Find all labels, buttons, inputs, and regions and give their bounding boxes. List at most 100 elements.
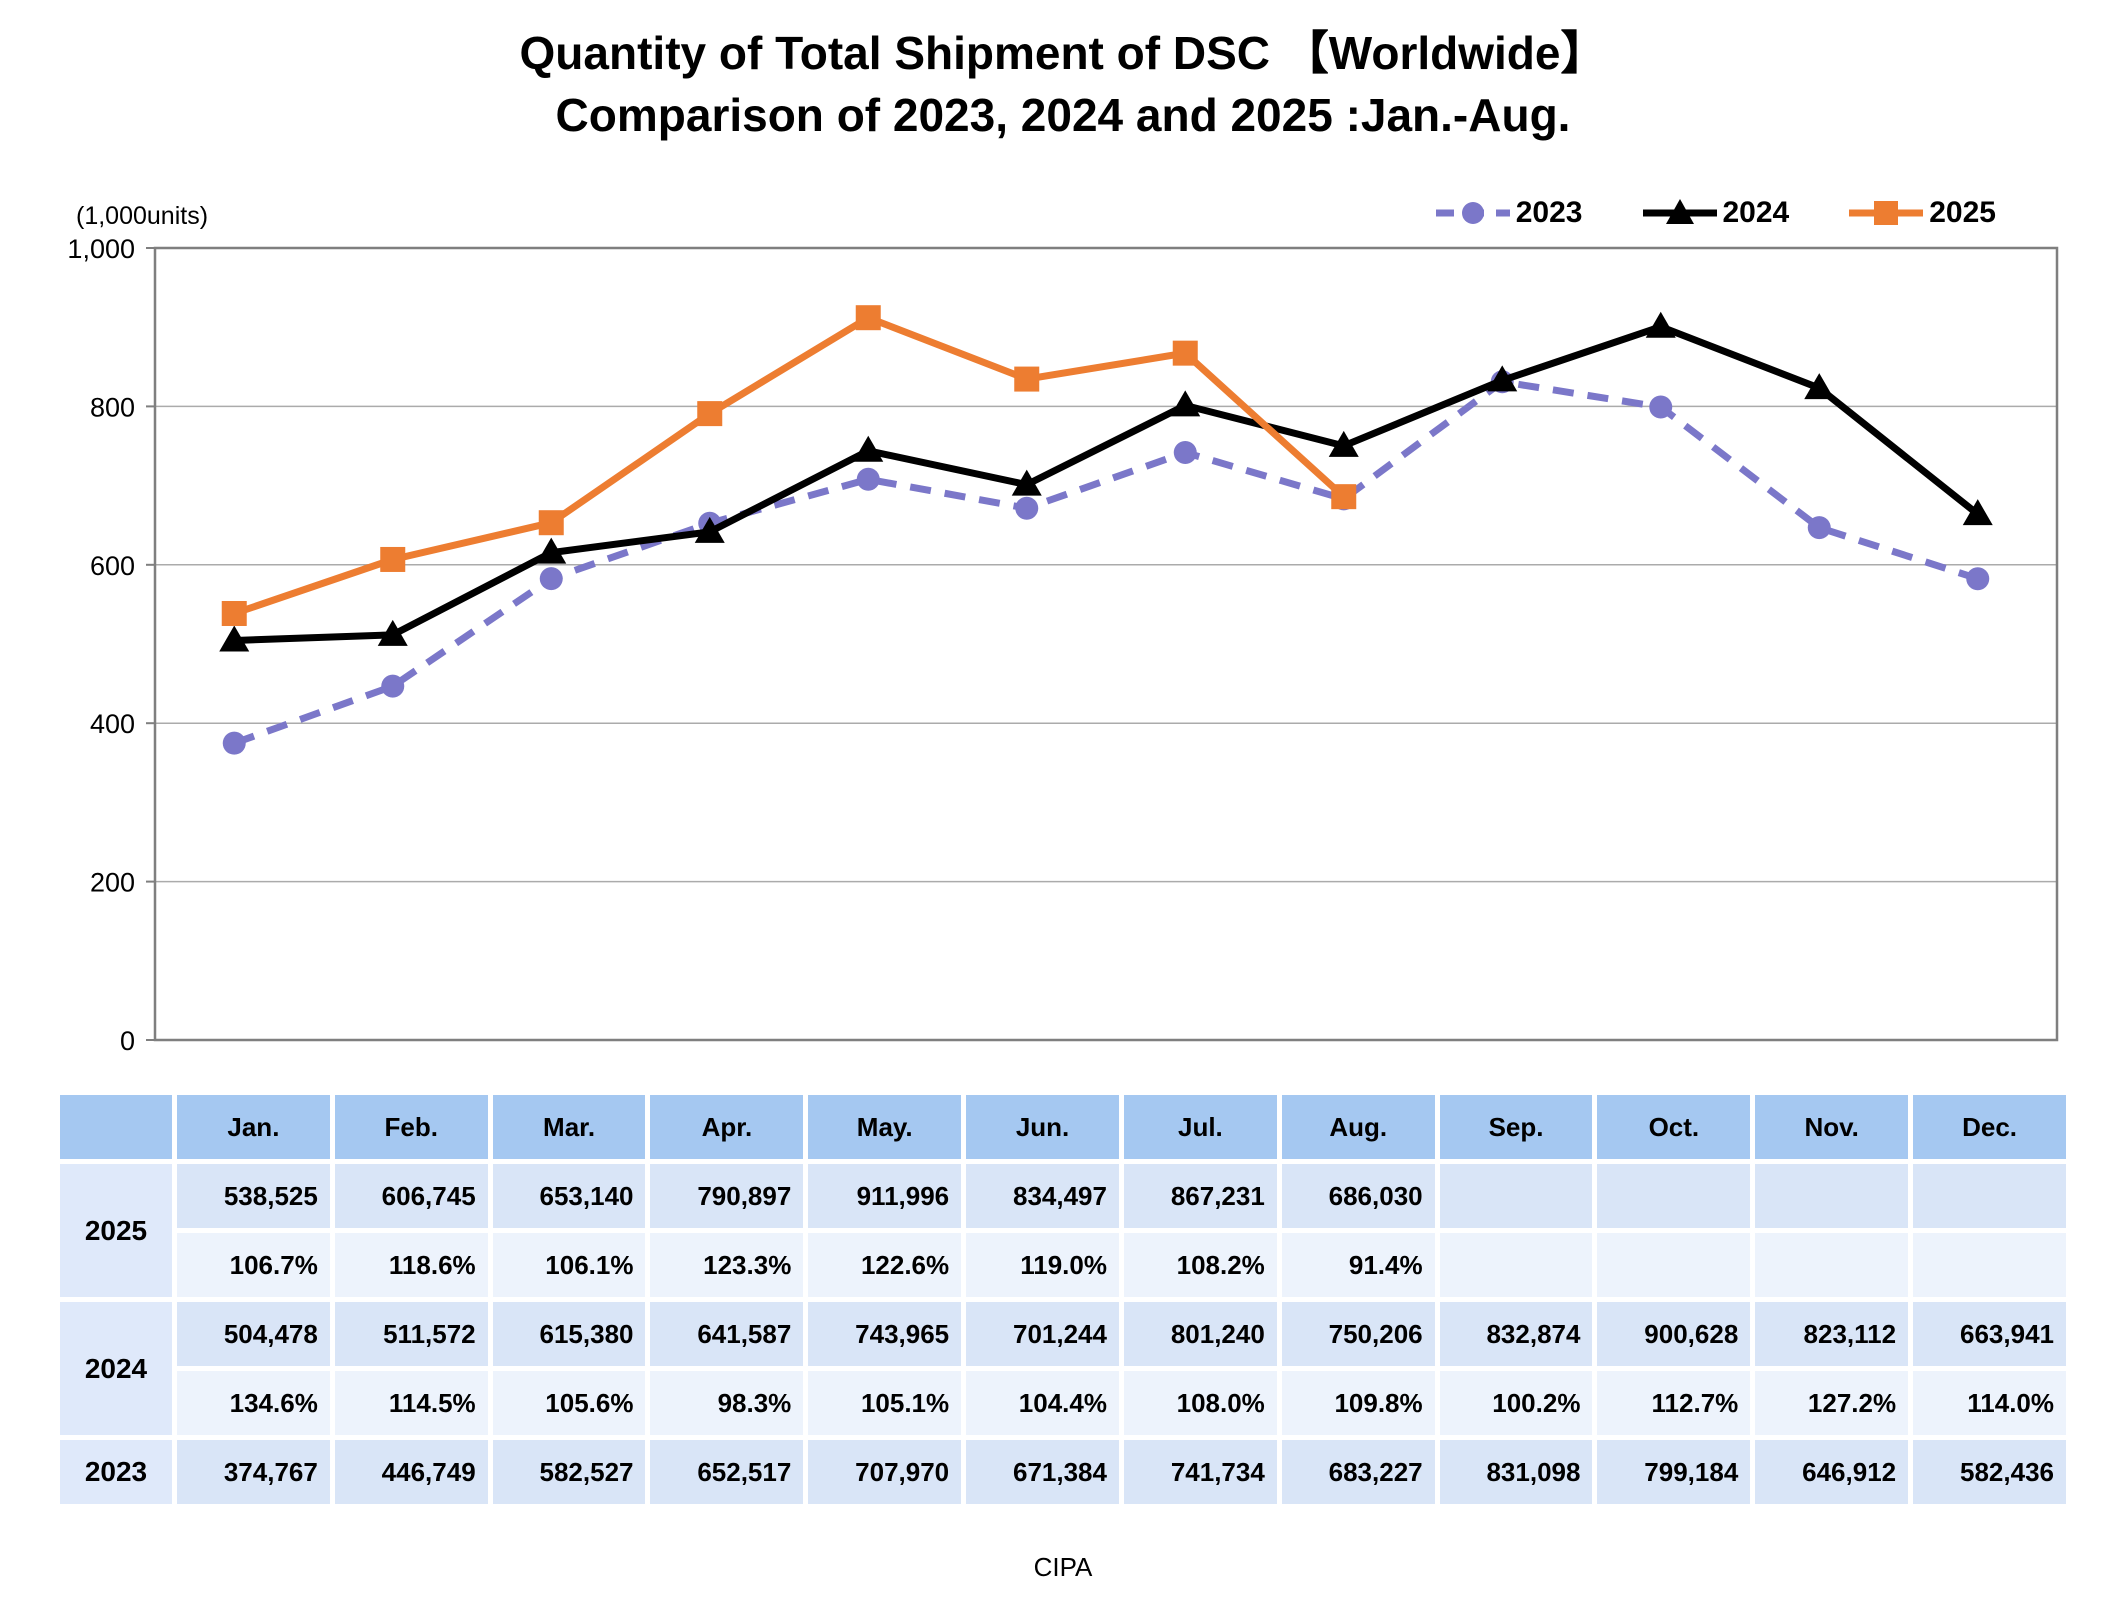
table-percentage-cell: 114.0%	[1913, 1371, 2066, 1435]
table-value-cell: 832,874	[1439, 1302, 1593, 1366]
data-point-2024-Dec.	[1962, 499, 1993, 526]
table-percentage-cell: 114.5%	[334, 1371, 488, 1435]
table-month-header: Oct.	[1597, 1095, 1751, 1159]
series-line-2024	[234, 322, 1980, 644]
table-value-cell: 671,384	[966, 1440, 1119, 1504]
table-value-cell: 582,436	[1913, 1440, 2066, 1504]
data-point-2023-Oct.	[1649, 395, 1673, 419]
data-point-2025-Jan.	[221, 600, 247, 626]
legend-label: 2024	[1722, 196, 1790, 229]
table-year-label: 2025	[60, 1164, 172, 1297]
table-value-cell: 743,965	[808, 1302, 962, 1366]
table-month-header: Nov.	[1755, 1095, 1909, 1159]
table-percentage-cell: 119.0%	[966, 1233, 1119, 1297]
data-point-2024-Nov.	[1804, 373, 1835, 400]
table-value-cell: 799,184	[1597, 1440, 1751, 1504]
data-point-2025-Jun.	[1014, 366, 1040, 392]
table-value-cell: 790,897	[650, 1164, 804, 1228]
series-line-2023	[233, 378, 1979, 747]
legend-item-2025: 2025	[1847, 196, 1996, 230]
table-value-cell: 900,628	[1597, 1302, 1751, 1366]
table-percentage-cell: 134.6%	[177, 1371, 330, 1435]
table-percentage-cell: 91.4%	[1281, 1233, 1435, 1297]
table-value-cell	[1597, 1164, 1751, 1228]
data-point-2024-May.	[853, 435, 884, 462]
table-value-cell: 911,996	[808, 1164, 962, 1228]
table-percentage-cell: 109.8%	[1281, 1371, 1435, 1435]
data-point-2025-Apr.	[697, 401, 723, 427]
y-axis-tick-label: 1,000	[67, 234, 135, 264]
table-value-cell: 834,497	[966, 1164, 1119, 1228]
plot-area-border	[153, 246, 2059, 1042]
table-year-label: 2023	[60, 1440, 172, 1504]
legend-marker-triangle-icon	[1642, 199, 1717, 224]
table-percentage-cell: 100.2%	[1439, 1371, 1593, 1435]
table-value-cell: 701,244	[966, 1302, 1119, 1366]
table-value-cell: 446,749	[334, 1440, 488, 1504]
table-value-cell: 823,112	[1755, 1302, 1909, 1366]
data-point-2024-Aug.	[1328, 430, 1359, 457]
legend-item-2023: 2023	[1434, 196, 1583, 230]
table-value-cell: 741,734	[1123, 1440, 1277, 1504]
table-month-header: Feb.	[334, 1095, 488, 1159]
data-table: Jan. Feb. Mar. Apr. May. Jun. Jul. Aug. Sep. Oct.…	[55, 1090, 2071, 1509]
table-value-cell: 504,478	[177, 1302, 330, 1366]
table-value-cell: 538,525	[177, 1164, 330, 1228]
table-row-values-2025: 2025 538,525 606,745 653,140 790,897 911,996 8…	[60, 1164, 2066, 1297]
y-axis-tick-label: 800	[90, 392, 135, 422]
legend-marker-square-icon	[1849, 201, 1924, 225]
table-percentage-cell: 104.4%	[966, 1371, 1119, 1435]
chart-legend: 2023 2024 2025	[1434, 196, 1996, 230]
table-value-cell: 606,745	[334, 1164, 488, 1228]
table-percentage-cell: 122.6%	[808, 1233, 962, 1297]
table-percentage-cell: 123.3%	[650, 1233, 804, 1297]
table-value-cell: 831,098	[1439, 1440, 1593, 1504]
table-value-cell: 641,587	[650, 1302, 804, 1366]
table-value-cell: 582,527	[492, 1440, 646, 1504]
data-point-2023-Dec.	[1966, 567, 1990, 591]
table-month-header: Mar.	[492, 1095, 646, 1159]
table-value-cell: 511,572	[334, 1302, 488, 1366]
table-percentage-cell: 106.7%	[177, 1233, 330, 1297]
table-percentage-cell: 105.6%	[492, 1371, 646, 1435]
table-percentage-cell	[1755, 1233, 1909, 1297]
y-axis-tick-label: 400	[90, 709, 135, 739]
data-point-2024-Sep.	[1487, 365, 1518, 392]
table-value-cell	[1755, 1164, 1909, 1228]
table-percentage-cell: 106.1%	[492, 1233, 646, 1297]
data-point-2024-Jun.	[1011, 469, 1042, 496]
table-value-cell: 663,941	[1913, 1302, 2066, 1366]
table-percentage-cell	[1439, 1233, 1593, 1297]
data-point-2025-May.	[855, 305, 881, 331]
table-row-percentages-2024: 134.6% 114.5% 105.6% 98.3% 105.1% 104.4% 108.0…	[60, 1371, 2066, 1435]
chart-title-line1: Quantity of Total Shipment of DSC 【World…	[519, 27, 1607, 79]
table-month-header: Dec.	[1913, 1095, 2066, 1159]
table-value-cell: 374,767	[177, 1440, 330, 1504]
table-row-percentages-2025: 106.7% 118.6% 106.1% 123.3% 122.6% 119.0% 108.…	[60, 1233, 2066, 1297]
table-value-cell: 750,206	[1281, 1302, 1435, 1366]
data-point-2024-Feb.	[377, 619, 408, 646]
table-percentage-cell: 108.2%	[1123, 1233, 1277, 1297]
data-point-2023-May.	[856, 467, 880, 491]
y-axis-tick-label: 600	[90, 551, 135, 581]
table-corner-cell	[60, 1095, 172, 1159]
table-value-cell: 615,380	[492, 1302, 646, 1366]
data-point-2023-Jun.	[1015, 496, 1039, 520]
data-point-2024-Jul.	[1170, 390, 1201, 417]
table-row-values-2024: 2024 504,478 511,572 615,380 641,587 743,965 7…	[60, 1302, 2066, 1435]
table-year-label: 2024	[60, 1302, 172, 1435]
data-point-2025-Aug.	[1331, 484, 1357, 510]
table-month-header: May.	[808, 1095, 962, 1159]
legend-item-2024: 2024	[1641, 196, 1790, 230]
table-percentage-cell: 118.6%	[334, 1233, 488, 1297]
table-value-cell: 707,970	[808, 1440, 962, 1504]
table-month-header: Jun.	[966, 1095, 1119, 1159]
table-value-cell: 801,240	[1123, 1302, 1277, 1366]
data-point-2025-Mar.	[538, 510, 564, 536]
data-point-2024-Oct.	[1645, 311, 1676, 338]
table-percentage-cell	[1913, 1233, 2066, 1297]
series-line-2025	[233, 313, 1347, 617]
line-chart: 1,000 800 600 400 200 0	[67, 234, 2059, 1056]
legend-marker-circle-icon	[1435, 202, 1510, 224]
